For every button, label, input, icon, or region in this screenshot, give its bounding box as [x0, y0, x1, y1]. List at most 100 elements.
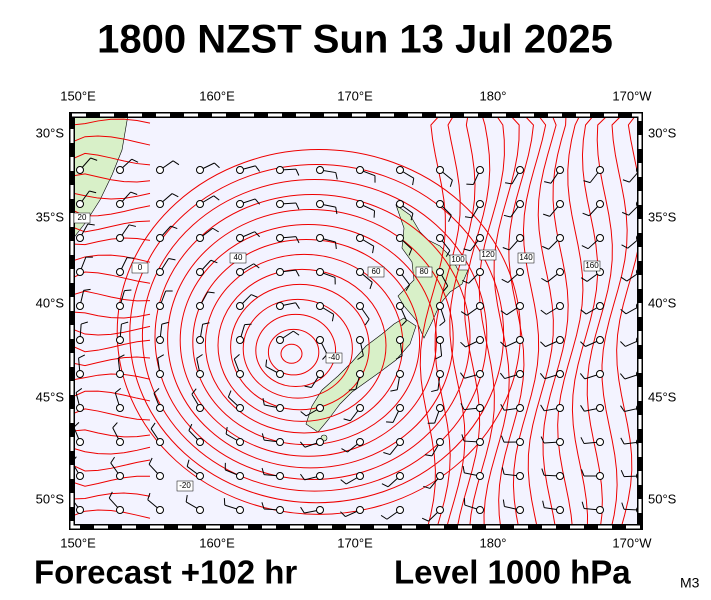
- lon-label: 170°W: [612, 535, 652, 550]
- barb-feather: [620, 437, 625, 445]
- station: [556, 506, 564, 514]
- station: [556, 336, 564, 344]
- barb-feather: [442, 285, 449, 292]
- station: [276, 472, 284, 480]
- station: [436, 302, 444, 310]
- barb-feather: [459, 372, 465, 379]
- contour-line: [217, 268, 387, 422]
- station: [196, 370, 204, 378]
- barb-feather: [188, 423, 193, 431]
- lat-label: 50°S: [648, 491, 677, 506]
- station: [556, 166, 564, 174]
- station: [476, 268, 484, 276]
- lat-label: 40°S: [648, 295, 677, 310]
- station: [196, 438, 204, 446]
- barb-feather: [460, 403, 465, 410]
- station: [516, 438, 524, 446]
- contour-line: [72, 509, 151, 519]
- station: [476, 438, 484, 446]
- barb-feather: [331, 314, 335, 322]
- station: [316, 166, 324, 174]
- barb-feather: [87, 223, 95, 226]
- contour-line: [434, 115, 461, 527]
- station: [356, 438, 364, 446]
- contour-label-box: [415, 266, 433, 278]
- barb-feather: [300, 506, 305, 514]
- contour-label: -20: [179, 481, 191, 490]
- station: [156, 506, 164, 514]
- contour-line: [72, 173, 151, 183]
- contour-line: [72, 254, 151, 263]
- station: [196, 506, 204, 514]
- barb-feather: [335, 241, 337, 249]
- station: [76, 302, 84, 310]
- barb-feather: [499, 372, 506, 379]
- station: [396, 506, 404, 514]
- barb-feather: [621, 244, 628, 249]
- barb-feather: [501, 278, 509, 283]
- station: [236, 302, 244, 310]
- barb-feather: [186, 459, 190, 467]
- barb-feather: [449, 179, 453, 187]
- station: [156, 370, 164, 378]
- barb-feather: [255, 165, 260, 172]
- barb-feather: [501, 467, 505, 475]
- barb-feather: [500, 403, 505, 411]
- station: [436, 438, 444, 446]
- station: [596, 438, 604, 446]
- contour-label: 20: [78, 213, 87, 222]
- contour-line: [571, 115, 599, 527]
- station: [516, 234, 524, 242]
- station: [116, 438, 124, 446]
- contour-line: [72, 459, 151, 472]
- barb-feather: [80, 321, 88, 325]
- station: [236, 472, 244, 480]
- barb-feather: [421, 517, 429, 522]
- barb-feather: [435, 355, 442, 360]
- station: [316, 472, 324, 480]
- barb-feather: [341, 448, 348, 453]
- station: [276, 438, 284, 446]
- station: [476, 200, 484, 208]
- frame-ticks: [70, 113, 642, 529]
- barb-feather: [581, 469, 585, 477]
- barb-feather: [112, 422, 118, 429]
- barb-feather: [170, 225, 178, 230]
- station: [316, 234, 324, 242]
- barb-feather: [114, 387, 122, 394]
- barb-feather: [251, 294, 258, 298]
- station: [156, 404, 164, 412]
- barb-feather: [254, 198, 261, 205]
- barb-feather: [117, 354, 125, 359]
- barb-feather: [541, 468, 545, 476]
- barb-feather: [89, 190, 97, 194]
- barb-feather: [214, 162, 220, 169]
- station: [76, 336, 84, 344]
- barb-feather: [369, 282, 373, 290]
- contour-line: [72, 475, 151, 487]
- lon-label: 150°E: [60, 535, 96, 550]
- barb-feather: [582, 212, 590, 217]
- barb-feather: [254, 231, 260, 238]
- contour-line: [527, 115, 557, 527]
- station: [236, 336, 244, 344]
- barb-feather: [540, 341, 546, 347]
- barb-feather: [386, 421, 394, 423]
- station: [556, 472, 564, 480]
- contour-line: [419, 115, 446, 527]
- barb-feather: [75, 388, 83, 393]
- station: [556, 404, 564, 412]
- station: [476, 370, 484, 378]
- barb-feather: [157, 354, 165, 359]
- barb-feather: [620, 276, 628, 282]
- wind-barbs: [72, 157, 640, 522]
- barb-feather: [348, 388, 356, 391]
- station: [156, 166, 164, 174]
- station: [276, 166, 284, 174]
- barb-feather: [213, 195, 220, 201]
- barb-feather: [227, 390, 232, 398]
- barb-feather: [579, 373, 586, 380]
- station: [516, 472, 524, 480]
- station: [116, 404, 124, 412]
- station: [316, 370, 324, 378]
